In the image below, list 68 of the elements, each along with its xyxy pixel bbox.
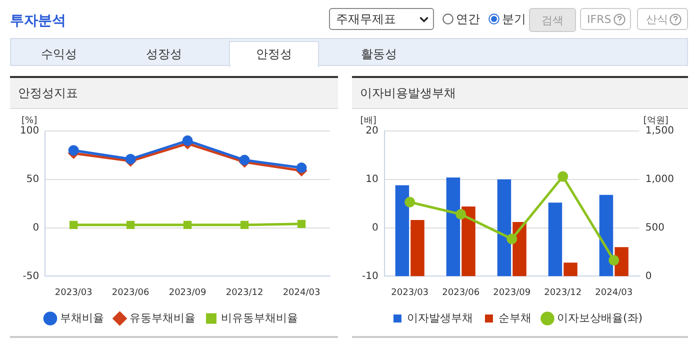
x-tick-label: 2023/06 <box>442 288 480 298</box>
text: 산식 <box>637 8 688 30</box>
chart-title: 안정성지표 <box>10 78 338 109</box>
bar <box>599 194 614 276</box>
x-tick-label: 2023/06 <box>112 288 150 298</box>
x-tick-label: 2023/09 <box>168 288 207 298</box>
legend-label: 이자보상배율(좌) <box>556 311 643 324</box>
legend-label: 이자발생부채 <box>406 311 473 324</box>
y2-tick-label: 0 <box>645 270 652 282</box>
bar <box>564 262 578 276</box>
bar <box>548 202 562 276</box>
y-tick-label: 20 <box>366 126 378 137</box>
point <box>126 220 135 229</box>
text: 활동성 <box>360 46 398 62</box>
point <box>297 220 306 228</box>
point <box>239 154 250 166</box>
y2-tick-label: 500 <box>645 222 664 234</box>
y-tick-label: -10 <box>362 270 378 282</box>
legend-label: 비유동부채비율 <box>220 311 298 324</box>
y-tick-label: 0 <box>32 222 40 234</box>
text: 주재무제표 <box>329 8 434 30</box>
point <box>296 162 307 174</box>
legend-label: 유동부채비율 <box>129 311 196 324</box>
y-tick-label: 10 <box>366 174 378 185</box>
x-tick-label: 2024/03 <box>282 288 320 298</box>
text: 분기 <box>502 11 526 28</box>
bar <box>395 185 410 276</box>
text: 안정성 <box>229 41 319 67</box>
bar <box>462 206 476 276</box>
y2-axis-title: [억원] <box>643 116 668 126</box>
text: 투자분석 <box>10 12 66 30</box>
point <box>608 254 620 266</box>
y-tick-label: 50 <box>26 174 40 185</box>
point <box>558 171 568 182</box>
y2-tick-label: 1,500 <box>645 126 674 137</box>
bar <box>497 179 512 276</box>
y-axis-title: [%] <box>22 116 38 126</box>
text: 연간 <box>456 11 480 28</box>
x-tick-label: 2023/03 <box>391 288 429 298</box>
legend-label: 부채비율 <box>60 311 104 324</box>
x-tick-label: 2024/03 <box>595 288 633 298</box>
point <box>456 209 466 220</box>
y-tick-label: 0 <box>372 222 378 234</box>
y-axis-title: [배] <box>360 116 376 126</box>
text: 검색 <box>529 8 576 32</box>
point <box>240 220 249 229</box>
text: 성장성 <box>145 46 183 62</box>
point <box>68 145 79 156</box>
chart-title: 이자비용발생부채 <box>352 78 688 109</box>
x-tick-label: 2023/03 <box>54 288 92 298</box>
point <box>506 234 518 244</box>
point <box>182 135 193 146</box>
point <box>183 220 192 229</box>
y2-tick-label: 1,000 <box>645 174 674 185</box>
text: IFRS <box>580 8 631 30</box>
x-tick-label: 2023/09 <box>493 288 531 298</box>
x-tick-label: 2023/12 <box>226 288 264 298</box>
bar <box>410 220 424 276</box>
point <box>70 220 78 229</box>
y-tick-label: 100 <box>20 126 40 137</box>
point <box>125 154 136 164</box>
x-tick-label: 2023/12 <box>544 288 582 298</box>
legend-label: 순부채 <box>498 311 532 324</box>
point <box>404 196 416 208</box>
text: 수익성 <box>40 46 78 62</box>
bar <box>446 177 460 276</box>
bar <box>614 247 628 276</box>
y-tick-label: -50 <box>22 270 40 282</box>
